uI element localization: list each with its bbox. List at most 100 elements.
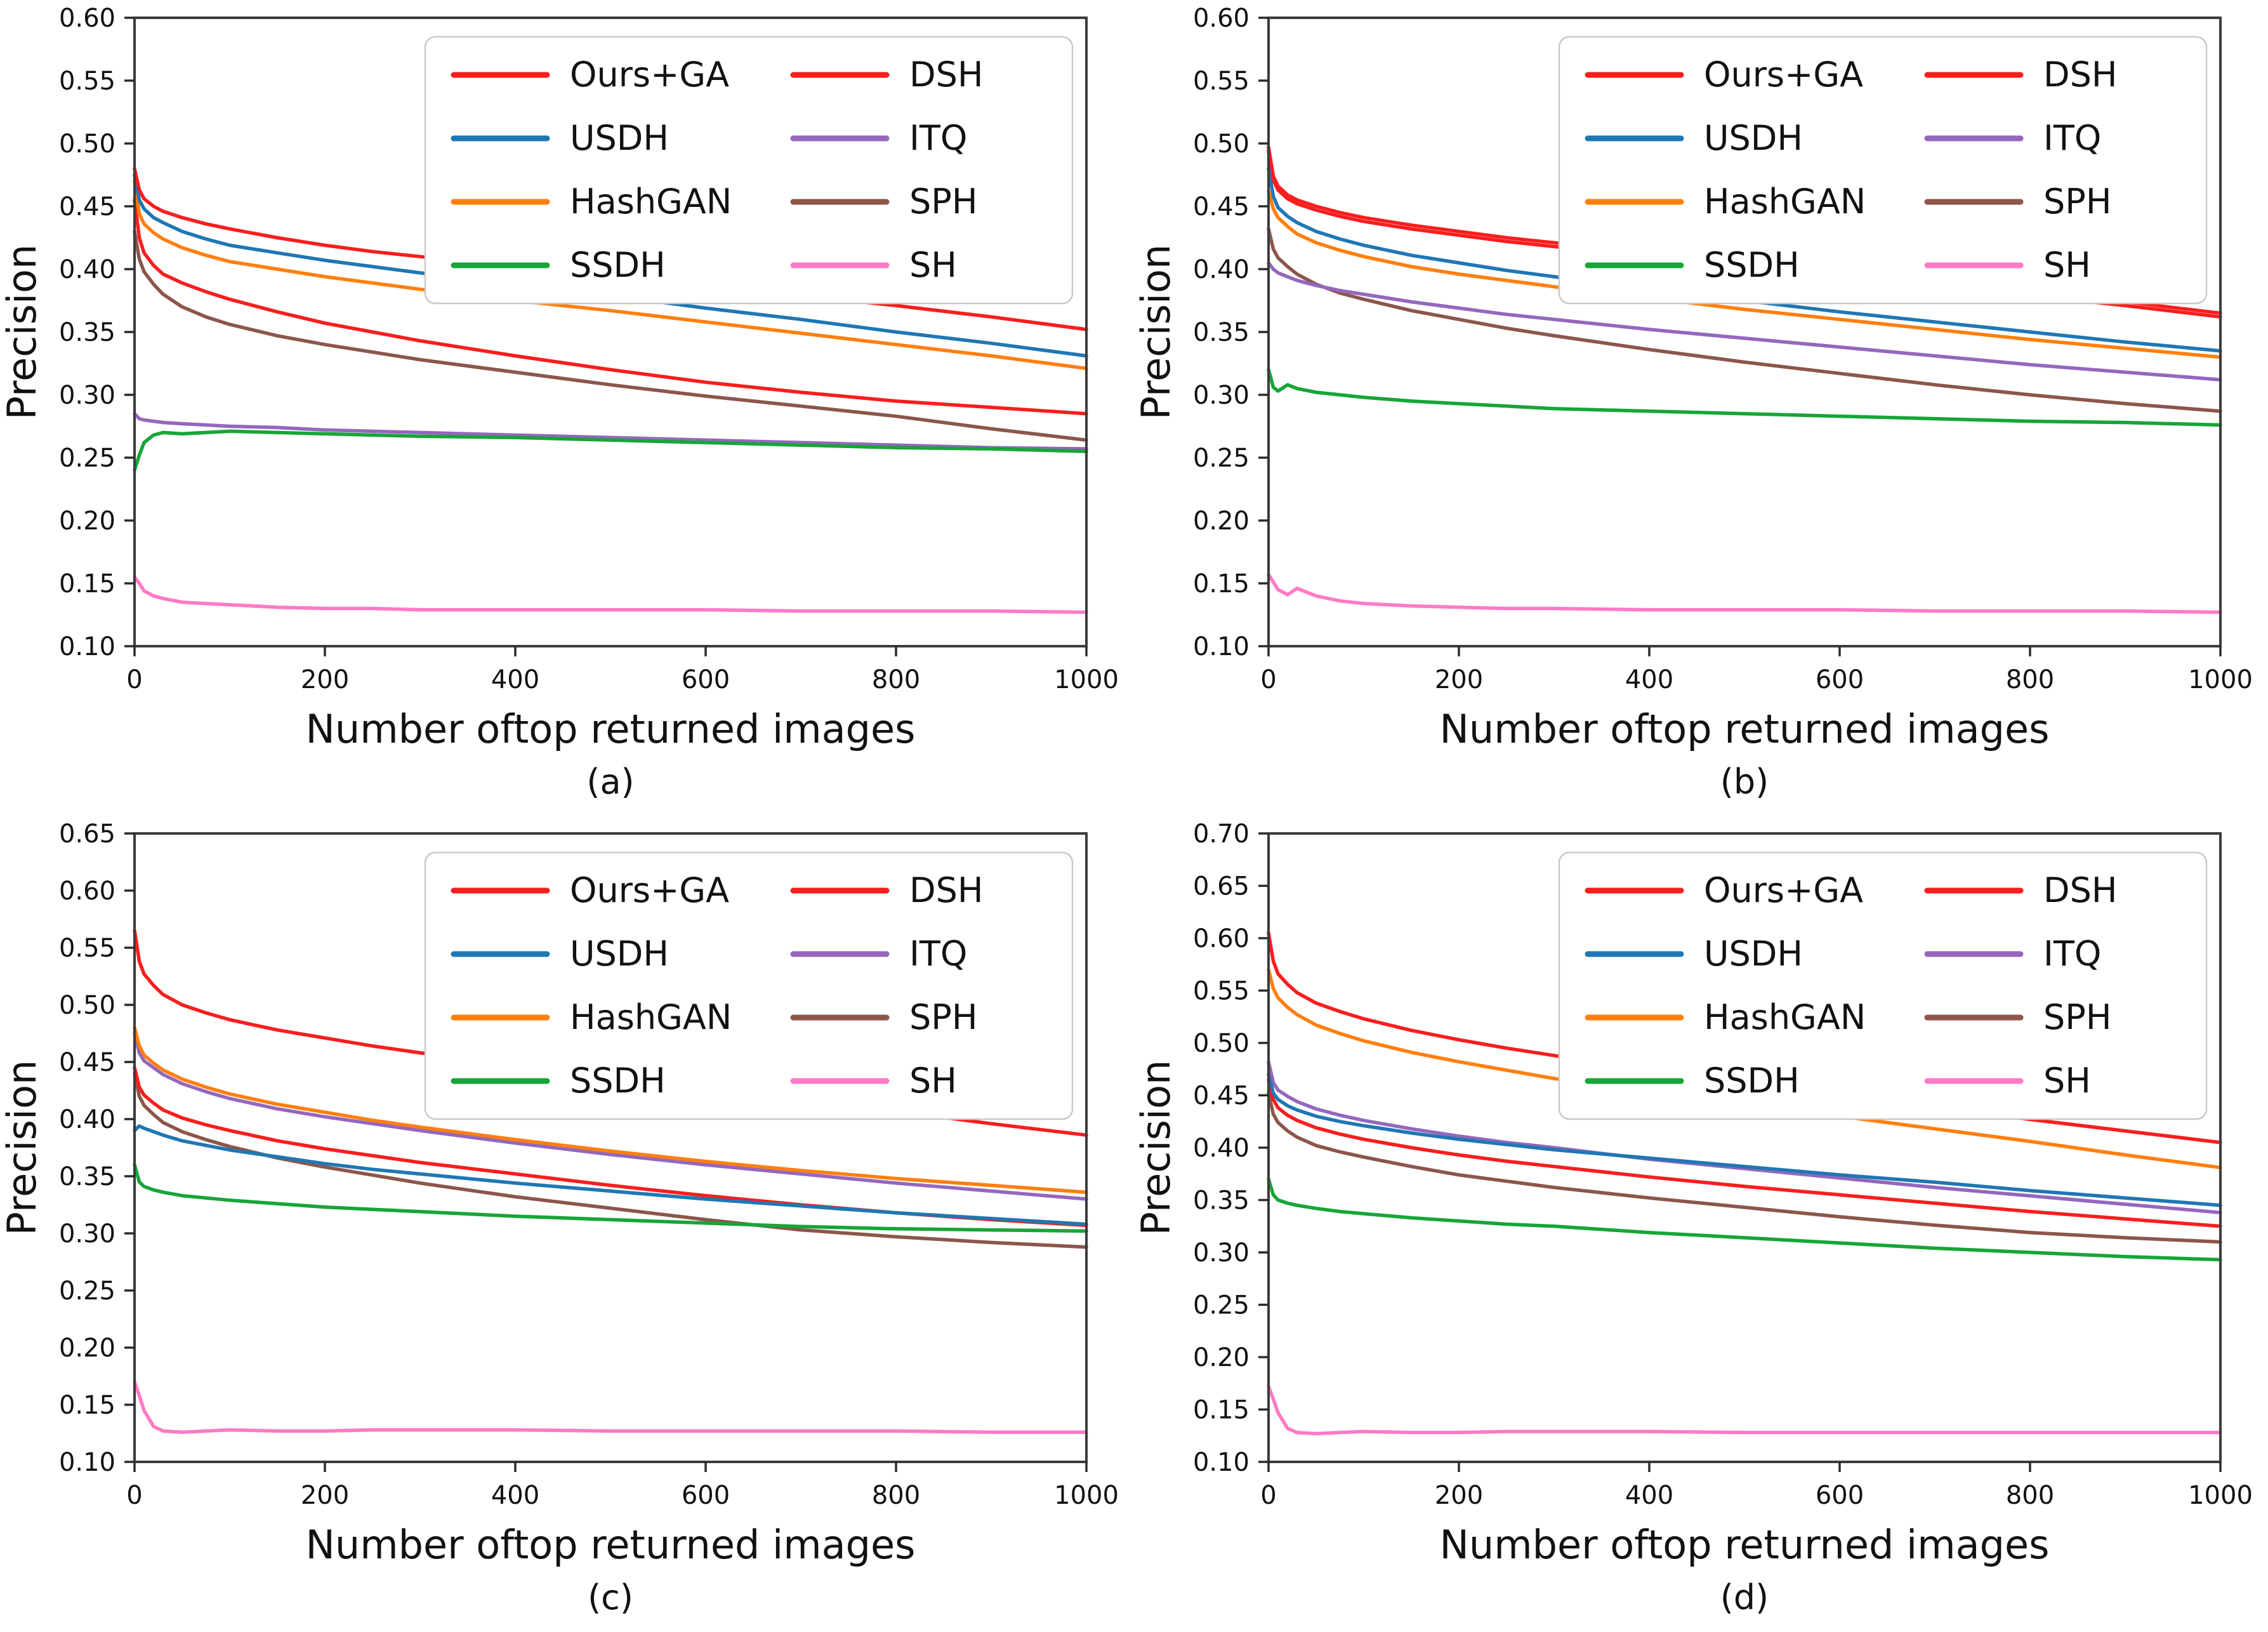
series-line-itq	[133, 411, 1088, 451]
y-tick-label: 0.20	[59, 507, 115, 536]
y-axis-label: Precision	[0, 1060, 45, 1236]
x-tick-label: 800	[872, 665, 920, 694]
legend-label-itq: ITQ	[2043, 118, 2101, 158]
y-axis-label: Precision	[0, 244, 45, 420]
x-tick-label: 1000	[1054, 1481, 1119, 1510]
y-tick-label: 0.40	[59, 1105, 115, 1134]
series-line-itq	[133, 1032, 1088, 1201]
x-tick-label: 400	[1625, 665, 1673, 694]
y-tick-label: 0.10	[1193, 1448, 1249, 1477]
y-tick-label: 0.35	[59, 1162, 115, 1191]
y-tick-label: 0.55	[1193, 977, 1249, 1006]
legend-label-dsh: DSH	[2043, 55, 2117, 95]
x-axis-label: Number oftop returned images	[306, 706, 916, 752]
legend-label-usdh: USDH	[570, 934, 669, 974]
y-tick-label: 0.50	[59, 129, 115, 159]
y-tick-label: 0.20	[1193, 507, 1249, 536]
legend-label-ours-ga: Ours+GA	[1704, 870, 1863, 910]
x-tick-label: 200	[1435, 1481, 1483, 1510]
x-tick-label: 0	[126, 665, 142, 694]
y-tick-label: 0.25	[59, 1277, 115, 1306]
legend-label-hashgan: HashGAN	[570, 997, 732, 1037]
x-tick-label: 400	[491, 665, 539, 694]
y-tick-label: 0.45	[59, 1048, 115, 1077]
series-line-itq	[1267, 261, 2222, 381]
y-tick-label: 0.30	[1193, 1238, 1249, 1268]
legend-label-ours-ga: Ours+GA	[1704, 55, 1863, 95]
subplot-caption: (c)	[588, 1577, 633, 1617]
series-line-dsh	[133, 198, 1088, 416]
legend-label-sph: SPH	[909, 182, 977, 222]
legend-label-hashgan: HashGAN	[570, 182, 732, 222]
subplot-caption: (b)	[1720, 762, 1769, 802]
y-tick-label: 0.45	[59, 192, 115, 222]
series-line-usdh	[133, 173, 1088, 358]
chart-d: 0 200 400 600 800 1000 0.10 0.15 0.20 0.25 0.30 0.3…	[1134, 816, 2268, 1631]
x-tick-label: 800	[2006, 665, 2054, 694]
y-tick-label: 0.10	[59, 1448, 115, 1477]
y-tick-label: 0.20	[59, 1334, 115, 1363]
y-tick-label: 0.45	[1193, 192, 1249, 222]
legend-label-ssdh: SSDH	[570, 1061, 666, 1101]
chart-c: 0 200 400 600 800 1000 0.10 0.15 0.20 0.25 0.30 0.3…	[0, 816, 1134, 1631]
x-tick-label: 0	[1260, 1481, 1276, 1510]
x-tick-label: 1000	[2188, 665, 2253, 694]
chart-svg-c: 0 200 400 600 800 1000 0.10 0.15 0.20 0.25 0.30 0.3…	[0, 816, 1134, 1631]
chart-a: 0 200 400 600 800 1000 0.10 0.15 0.20 0.25 0.30 0.3…	[0, 0, 1134, 816]
series-line-sph	[1267, 227, 2222, 413]
series-line-dsh	[1267, 1077, 2222, 1228]
y-tick-label: 0.45	[1193, 1082, 1249, 1111]
y-tick-label: 0.40	[1193, 1134, 1249, 1163]
series-line-sph	[133, 229, 1088, 442]
x-tick-label: 200	[301, 1481, 349, 1510]
subplot-caption: (a)	[586, 762, 634, 802]
x-axis-label: Number oftop returned images	[306, 1522, 916, 1568]
x-tick-label: 200	[1435, 665, 1483, 694]
series-line-ssdh	[133, 1163, 1088, 1233]
y-tick-label: 0.55	[1193, 67, 1249, 96]
y-axis-label: Precision	[1134, 1060, 1179, 1236]
series-line-hashgan	[1267, 967, 2222, 1170]
legend-label-itq: ITQ	[2043, 934, 2101, 974]
y-tick-label: 0.60	[59, 4, 115, 33]
x-tick-label: 1000	[2188, 1481, 2253, 1510]
chart-b: 0 200 400 600 800 1000 0.10 0.15 0.20 0.25 0.30 0.3…	[1134, 0, 2268, 816]
legend-box	[1558, 851, 2208, 1120]
legend-label-ssdh: SSDH	[1704, 245, 1800, 285]
series-line-hashgan	[1267, 189, 2222, 359]
legend-label-dsh: DSH	[2043, 870, 2117, 910]
series-line-sh	[1267, 573, 2222, 614]
y-tick-label: 0.65	[59, 819, 115, 849]
y-tick-label: 0.15	[59, 1391, 115, 1420]
series-line-ssdh	[133, 429, 1088, 472]
legend-label-itq: ITQ	[909, 934, 967, 974]
legend-label-sh: SH	[2043, 245, 2091, 285]
x-tick-label: 1000	[1054, 665, 1119, 694]
series-line-usdh	[1267, 1072, 2222, 1207]
y-tick-label: 0.50	[59, 991, 115, 1020]
legend-label-hashgan: HashGAN	[1704, 182, 1866, 222]
y-tick-label: 0.30	[59, 1219, 115, 1249]
y-tick-label: 0.20	[1193, 1343, 1249, 1372]
x-tick-label: 600	[682, 1481, 730, 1510]
x-tick-label: 800	[2006, 1481, 2054, 1510]
legend-box	[424, 36, 1074, 305]
legend-label-sh: SH	[2043, 1061, 2091, 1101]
series-line-hashgan	[133, 1026, 1088, 1194]
subplot-caption: (d)	[1720, 1577, 1769, 1617]
series-line-ssdh	[1267, 368, 2222, 427]
y-tick-label: 0.55	[59, 67, 115, 96]
y-tick-label: 0.60	[59, 877, 115, 906]
y-tick-label: 0.30	[1193, 381, 1249, 410]
x-tick-label: 200	[301, 665, 349, 694]
y-tick-label: 0.60	[1193, 924, 1249, 953]
series-line-usdh	[1267, 166, 2222, 353]
x-tick-label: 600	[1816, 665, 1864, 694]
x-tick-label: 400	[491, 1481, 539, 1510]
legend-box	[424, 851, 1074, 1120]
chart-svg-d: 0 200 400 600 800 1000 0.10 0.15 0.20 0.25 0.30 0.3…	[1134, 816, 2268, 1631]
y-tick-label: 0.15	[59, 569, 115, 599]
legend-label-ours-ga: Ours+GA	[570, 870, 729, 910]
legend-box	[1558, 36, 2208, 305]
